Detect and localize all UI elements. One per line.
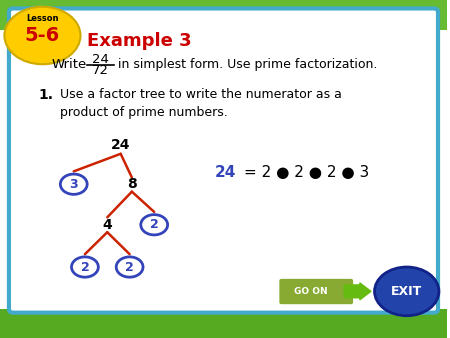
Text: 2: 2 xyxy=(81,261,89,273)
Text: 2: 2 xyxy=(125,261,134,273)
Text: GO ON: GO ON xyxy=(294,287,328,296)
Text: 24: 24 xyxy=(111,138,130,152)
Text: 3: 3 xyxy=(69,178,78,191)
FancyBboxPatch shape xyxy=(279,279,353,304)
Text: 24: 24 xyxy=(92,53,109,66)
Text: 1.: 1. xyxy=(38,88,53,102)
FancyBboxPatch shape xyxy=(0,309,447,338)
Text: = 2 ● 2 ● 2 ● 3: = 2 ● 2 ● 2 ● 3 xyxy=(243,165,369,180)
Text: 8: 8 xyxy=(127,177,137,191)
Text: 4: 4 xyxy=(103,218,112,232)
Text: product of prime numbers.: product of prime numbers. xyxy=(60,106,228,119)
Circle shape xyxy=(374,267,439,316)
Text: 5-6: 5-6 xyxy=(25,26,60,45)
Text: in simplest form. Use prime factorization.: in simplest form. Use prime factorizatio… xyxy=(118,58,378,71)
FancyArrow shape xyxy=(344,283,371,300)
Text: Write: Write xyxy=(51,58,87,71)
Text: 24: 24 xyxy=(215,165,236,180)
Text: Use a factor tree to write the numerator as a: Use a factor tree to write the numerator… xyxy=(60,88,342,101)
Text: 72: 72 xyxy=(92,65,109,77)
FancyBboxPatch shape xyxy=(0,0,447,30)
Circle shape xyxy=(4,7,81,64)
Text: 2: 2 xyxy=(150,218,158,231)
FancyBboxPatch shape xyxy=(9,8,438,313)
Text: Example 3: Example 3 xyxy=(87,31,192,50)
Text: Lesson: Lesson xyxy=(26,14,59,23)
Text: EXIT: EXIT xyxy=(391,285,423,298)
